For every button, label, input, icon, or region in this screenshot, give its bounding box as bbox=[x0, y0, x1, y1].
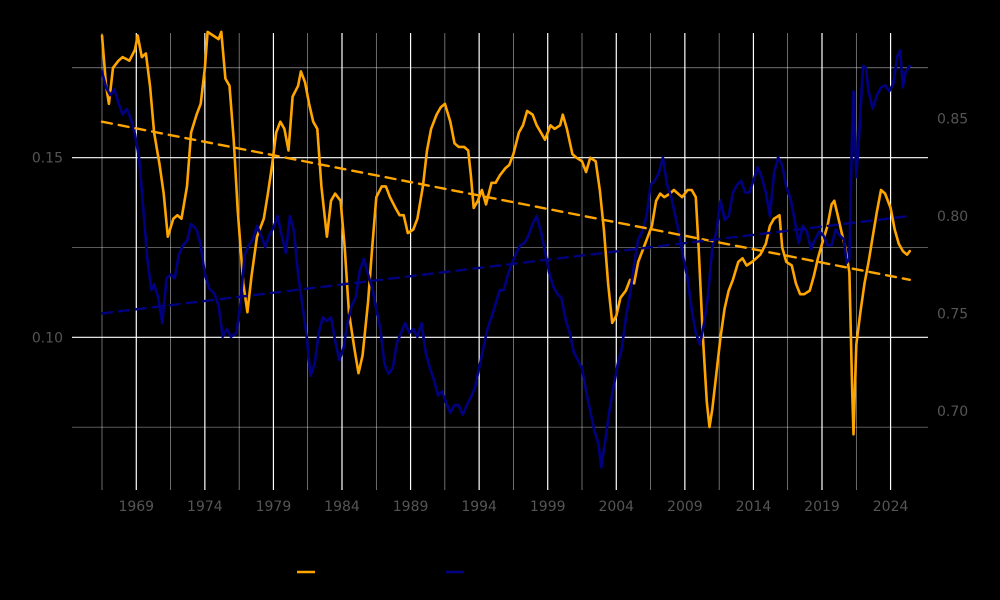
x-tick-label: 2004 bbox=[598, 499, 634, 515]
trend-line-left bbox=[100, 120, 911, 281]
series-layer bbox=[100, 30, 912, 469]
series-line-right bbox=[100, 49, 912, 469]
x-tick-label: 2014 bbox=[736, 499, 772, 515]
x-tick-label: 1989 bbox=[393, 499, 429, 515]
x-tick-label: 1969 bbox=[118, 499, 154, 515]
x-tick-label: 1979 bbox=[256, 499, 292, 515]
y-left-tick-label: 0.15 bbox=[32, 151, 63, 167]
x-tick-label: 1999 bbox=[530, 499, 566, 515]
x-tick-label: 2024 bbox=[873, 499, 909, 515]
x-tick-label: 1984 bbox=[324, 499, 360, 515]
series-line-left bbox=[100, 30, 912, 436]
axis-right: 0.70 0.75 0.80 0.85 bbox=[937, 112, 968, 420]
trend-line-right bbox=[100, 214, 911, 315]
y-right-tick-label: 0.80 bbox=[937, 209, 968, 225]
x-tick-label: 2009 bbox=[667, 499, 703, 515]
x-tick-label: 2019 bbox=[804, 499, 840, 515]
x-tick-label: 1994 bbox=[461, 499, 497, 515]
axis-bottom: 1969 1974 1979 1984 1989 1994 1999 2004 2009 2014… bbox=[118, 499, 908, 515]
y-right-tick-label: 0.70 bbox=[937, 404, 968, 420]
axis-left: 0.10 0.15 bbox=[32, 151, 63, 347]
y-left-tick-label: 0.10 bbox=[32, 330, 63, 346]
y-right-tick-label: 0.85 bbox=[937, 112, 968, 128]
x-tick-label: 1974 bbox=[187, 499, 223, 515]
y-right-tick-label: 0.75 bbox=[937, 306, 968, 322]
